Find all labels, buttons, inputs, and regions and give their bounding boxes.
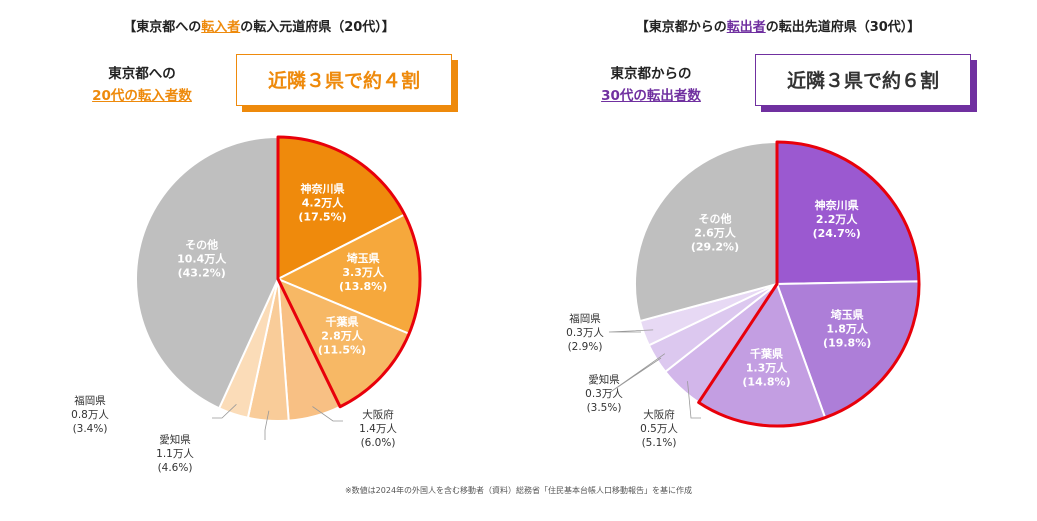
slice-name: その他 xyxy=(185,237,218,251)
slice-percent: (19.8%) xyxy=(823,336,871,349)
slice-name: 愛知県 xyxy=(588,373,620,386)
slice-value: 0.3万人 xyxy=(585,388,623,400)
subtitle-line: 東京都からの xyxy=(610,66,692,82)
slice-value: 4.2万人 xyxy=(302,195,344,209)
slice-percent: (17.5%) xyxy=(298,210,346,223)
slice-name: 神奈川県 xyxy=(301,181,345,195)
slice-value: 2.8万人 xyxy=(321,328,363,342)
slice-label-osaka: 大阪府 0.5万人 (5.1%) xyxy=(640,381,701,449)
title-part: の転入元道府県（20代）】 xyxy=(240,20,395,35)
slice-value: 1.8万人 xyxy=(826,321,868,335)
pie-slice-other xyxy=(135,135,279,410)
leader-line xyxy=(312,406,343,422)
callout-box: 近隣３県で約６割 xyxy=(755,54,971,106)
outflow-chart-panel: 【東京都からの転出者の転出先道府県（30代）】 東京都からの 30代の転出者数 … xyxy=(519,0,1037,521)
slice-name: 福岡県 xyxy=(74,394,106,407)
chart-title: 【東京都からの転出者の転出先道府県（30代）】 xyxy=(519,16,1037,35)
title-part: 【東京都からの xyxy=(635,20,727,35)
slice-name: 千葉県 xyxy=(750,346,783,360)
title-highlight: 転出者 xyxy=(726,20,766,35)
slice-percent: (11.5%) xyxy=(318,343,366,356)
title-part: 【東京都への xyxy=(123,20,202,35)
pie-slice-other xyxy=(634,140,778,323)
slice-name: 埼玉県 xyxy=(831,307,864,321)
leader-line xyxy=(212,404,237,419)
slice-name: 愛知県 xyxy=(159,433,191,446)
slice-name: 福岡県 xyxy=(569,312,601,325)
slice-label-aichi: 愛知県 0.3万人 (3.5%) xyxy=(585,353,666,414)
slice-percent: (2.9%) xyxy=(568,341,603,353)
subtitle-highlight: 20代の転入者数 xyxy=(92,88,192,104)
highlight-outline xyxy=(276,135,422,409)
slice-percent: (14.8%) xyxy=(742,375,790,388)
highlight-outline xyxy=(697,140,921,428)
slice-value: 1.3万人 xyxy=(746,360,788,374)
slice-percent: (43.2%) xyxy=(178,266,226,279)
slice-name: 神奈川県 xyxy=(815,198,859,212)
slice-name: 大阪府 xyxy=(643,408,675,421)
title-highlight: 転入者 xyxy=(201,20,241,35)
slice-value: 0.3万人 xyxy=(566,327,604,339)
slice-name: 大阪府 xyxy=(362,408,394,421)
slice-value: 2.2万人 xyxy=(816,212,858,226)
slice-percent: (13.8%) xyxy=(339,280,387,293)
slice-label-aichi: 愛知県 1.1万人 (4.6%) xyxy=(156,410,270,474)
slice-percent: (4.6%) xyxy=(158,462,193,474)
leader-line xyxy=(264,410,270,440)
slice-percent: (24.7%) xyxy=(813,227,861,240)
slice-value: 3.3万人 xyxy=(342,265,384,279)
slice-name: 埼玉県 xyxy=(347,251,380,265)
callout-box: 近隣３県で約４割 xyxy=(236,54,452,106)
slice-percent: (3.5%) xyxy=(587,402,622,414)
chart-subtitle: 東京都への 20代の転入者数 xyxy=(72,63,212,107)
slice-percent: (3.4%) xyxy=(73,423,108,435)
subtitle-highlight: 30代の転出者数 xyxy=(601,88,701,104)
slice-value: 0.5万人 xyxy=(640,423,678,435)
slice-name: その他 xyxy=(698,212,731,226)
slice-value: 0.8万人 xyxy=(71,409,109,421)
leader-line xyxy=(687,381,701,419)
leader-line xyxy=(608,353,666,394)
footnote: ※数値は2024年の外国人を含む移動者（資料）総務省「住民基本台帳人口移動報告」… xyxy=(344,486,693,495)
inflow-chart-panel: 【東京都への転入者の転入元道府県（20代）】 東京都への 20代の転入者数 近隣… xyxy=(0,0,518,521)
pie-chart: 神奈川県2.2万人(24.7%)埼玉県1.8万人(19.8%)千葉県1.3万人(… xyxy=(566,140,921,449)
slice-percent: (6.0%) xyxy=(361,437,396,449)
slice-label-fukuoka: 福岡県 0.3万人 (2.9%) xyxy=(566,312,654,353)
slice-percent: (29.2%) xyxy=(691,241,739,254)
slice-value: 1.1万人 xyxy=(156,448,194,460)
subtitle-line: 東京都への xyxy=(108,66,176,82)
slice-percent: (5.1%) xyxy=(642,437,677,449)
slice-label-osaka: 大阪府 1.4万人 (6.0%) xyxy=(312,406,397,449)
slice-name: 千葉県 xyxy=(325,314,358,328)
title-part: の転出先道府県（30代）】 xyxy=(765,20,921,35)
leader-line xyxy=(608,329,654,333)
slice-label-fukuoka: 福岡県 0.8万人 (3.4%) xyxy=(71,394,237,435)
pie-chart: 神奈川県4.2万人(17.5%)埼玉県3.3万人(13.8%)千葉県2.8万人(… xyxy=(71,135,422,474)
chart-subtitle: 東京都からの 30代の転出者数 xyxy=(581,63,721,107)
chart-title: 【東京都への転入者の転入元道府県（20代）】 xyxy=(0,16,518,35)
slice-value: 1.4万人 xyxy=(359,423,397,435)
slice-value: 2.6万人 xyxy=(694,226,736,240)
slice-value: 10.4万人 xyxy=(177,251,227,265)
